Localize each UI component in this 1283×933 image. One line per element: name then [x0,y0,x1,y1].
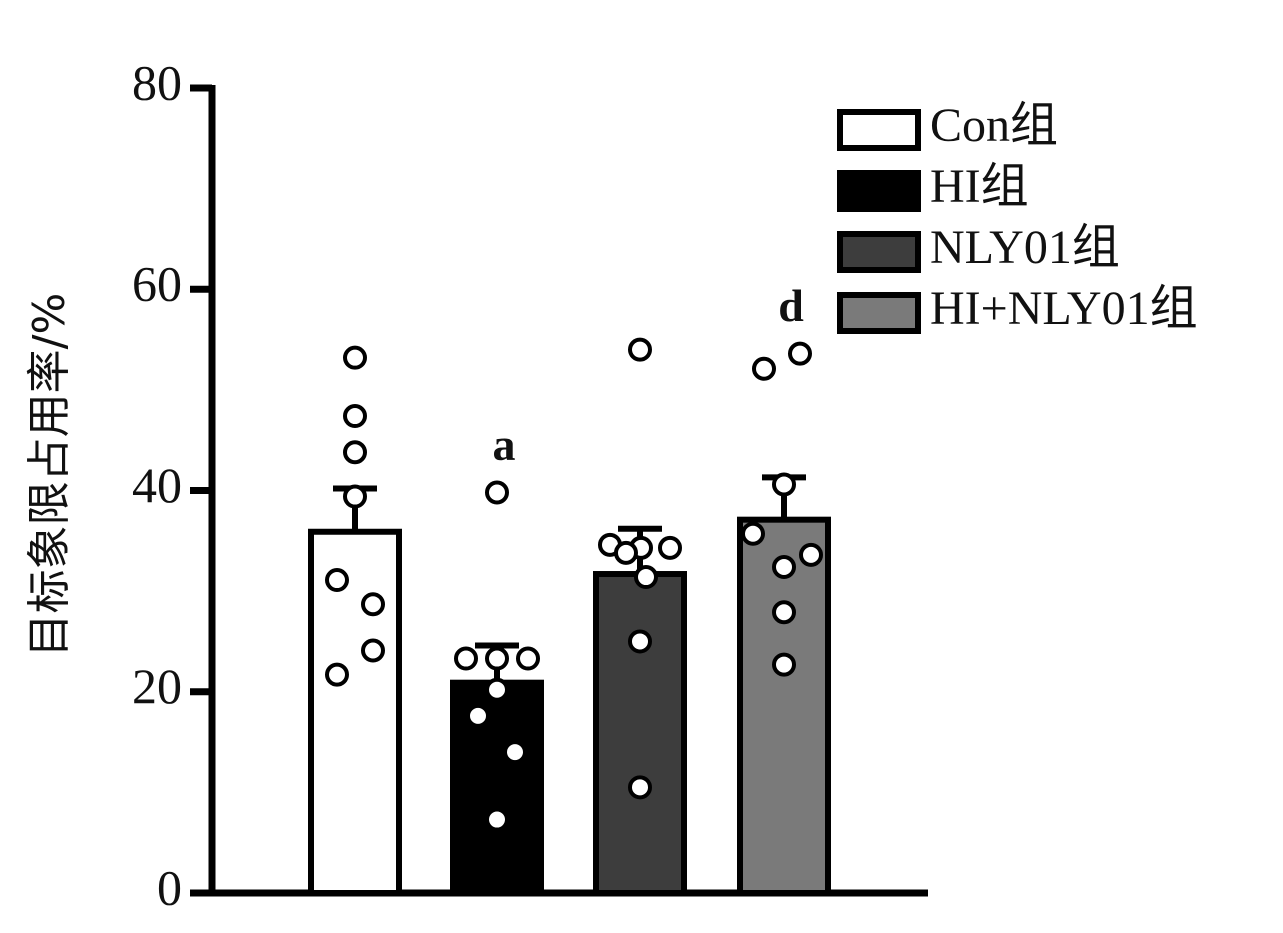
bar [593,571,687,896]
data-point [343,484,367,509]
data-point [485,807,509,832]
legend-label: Con组 [930,99,1058,152]
data-point [485,480,509,505]
data-point [658,535,682,560]
legend-swatch [837,292,921,334]
data-point [485,646,509,671]
y-tick-label: 20 [132,658,182,714]
legend-swatch [837,170,921,212]
data-point [343,440,367,465]
y-tick-label: 80 [132,54,182,110]
data-point [614,540,638,565]
legend-swatch [837,231,921,273]
legend-swatch [837,109,921,151]
bar [308,528,402,896]
data-point [325,662,349,687]
data-point [741,521,765,546]
data-point [343,345,367,370]
data-point [485,677,509,702]
data-point [752,356,776,381]
y-tick-label: 40 [132,457,182,513]
legend-label: NLY01组 [930,221,1120,274]
data-point [628,337,652,362]
annotation: a [493,419,516,470]
y-tick-label: 0 [157,859,182,915]
data-point [454,646,478,671]
data-point [772,472,796,497]
data-point [799,542,823,567]
data-point [361,592,385,617]
data-point [772,554,796,579]
data-point [361,638,385,663]
legend-label: HI组 [930,160,1029,213]
y-tick-label: 60 [132,256,182,312]
data-point [516,646,540,671]
annotation: d [778,280,804,331]
legend-label: HI+NLY01组 [930,282,1198,335]
y-axis-label: 目标象限占用率/% [24,293,75,658]
data-point [788,341,812,366]
bar [737,516,831,897]
data-point [343,404,367,429]
data-point [772,600,796,625]
data-point [325,568,349,593]
data-point [628,629,652,654]
data-point [466,703,490,728]
data-point [634,565,658,590]
data-point [503,740,527,765]
data-point [628,775,652,800]
data-point [772,652,796,677]
